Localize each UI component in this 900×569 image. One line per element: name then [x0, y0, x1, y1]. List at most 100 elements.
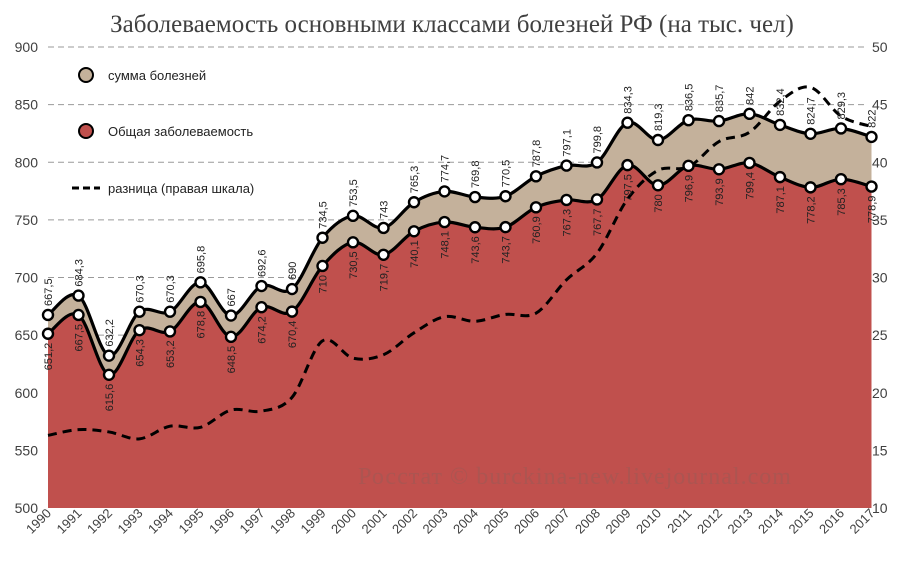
- point-total-2013: [743, 156, 756, 170]
- line-diff: [47, 85, 872, 441]
- y-left-tick-800: 800: [15, 154, 39, 170]
- label-total-2001: 719,7: [379, 264, 391, 292]
- legend: сумма болезней Общая заболеваемость разн…: [72, 67, 254, 196]
- point-sum-2001: [377, 221, 390, 235]
- y-right-tick-15: 15: [872, 442, 888, 458]
- label-sum-2001: 743: [379, 201, 391, 219]
- x-tick-2016: 2016: [816, 506, 847, 537]
- watermark: Росстат © burckina-new.livejournal.com: [358, 464, 792, 490]
- point-sum-2007: [560, 159, 573, 172]
- label-sum-2003: 774,7: [440, 155, 452, 183]
- point-sum-2004: [468, 190, 482, 204]
- point-total-2014: [773, 170, 787, 184]
- label-total-2010: 780: [653, 194, 665, 212]
- x-tick-1992: 1992: [84, 506, 115, 537]
- x-tick-2002: 2002: [389, 506, 420, 537]
- point-total-2003: [438, 215, 451, 229]
- point-total-1992: [102, 368, 116, 381]
- label-sum-1997: 692,6: [257, 249, 269, 277]
- point-total-2006: [529, 201, 543, 214]
- label-sum-2002: 765,3: [409, 166, 421, 194]
- label-sum-1991: 684,3: [74, 259, 86, 287]
- legend-label-sum: сумма болезней: [108, 68, 206, 83]
- series-markers: [41, 107, 878, 381]
- point-total-2005: [499, 220, 512, 234]
- point-sum-2010: [651, 133, 665, 147]
- label-total-2002: 740,1: [409, 240, 421, 268]
- y-left-tick-650: 650: [15, 327, 39, 343]
- y-left-tick-750: 750: [15, 212, 39, 228]
- label-total-2007: 767,3: [562, 209, 574, 237]
- y-right-tick-10: 10: [872, 500, 888, 516]
- label-total-2003: 748,1: [440, 231, 452, 259]
- y-left-tick-550: 550: [15, 442, 39, 458]
- y-left-tick-600: 600: [15, 385, 39, 401]
- label-sum-2011: 836,5: [684, 84, 696, 112]
- point-total-2016: [834, 172, 848, 186]
- point-total-2008: [590, 193, 604, 206]
- label-sum-2007: 797,1: [562, 129, 574, 157]
- point-sum-1995: [194, 276, 207, 289]
- x-tick-2010: 2010: [633, 506, 664, 537]
- y-right-tick-20: 20: [872, 385, 888, 401]
- label-total-1992: 615,6: [104, 384, 116, 412]
- point-sum-2013: [743, 107, 756, 121]
- x-tick-1991: 1991: [54, 506, 85, 537]
- point-total-1997: [255, 301, 268, 314]
- point-sum-2014: [773, 118, 787, 132]
- label-sum-1995: 695,8: [196, 246, 208, 274]
- label-sum-2017: 822: [867, 110, 879, 128]
- label-total-2015: 778,2: [806, 196, 818, 224]
- x-tick-1993: 1993: [115, 506, 146, 537]
- label-sum-2004: 769,8: [470, 161, 482, 189]
- point-total-1996: [224, 330, 238, 344]
- point-sum-1998: [285, 282, 299, 296]
- point-sum-2002: [407, 196, 421, 209]
- label-sum-2013: 842: [745, 86, 757, 104]
- label-total-2004: 743,6: [470, 236, 482, 264]
- x-tick-2011: 2011: [664, 506, 694, 536]
- point-total-2012: [712, 163, 726, 176]
- y-right-tick-25: 25: [872, 327, 888, 343]
- label-total-2013: 799,4: [745, 172, 757, 200]
- point-total-2010: [651, 179, 665, 192]
- x-tick-2001: 2001: [359, 506, 390, 537]
- areas: [48, 113, 872, 509]
- point-sum-2009: [621, 116, 634, 129]
- label-total-1995: 678,8: [196, 311, 208, 339]
- x-tick-2014: 2014: [755, 506, 786, 537]
- x-tick-1999: 1999: [298, 506, 329, 537]
- x-tick-1996: 1996: [206, 506, 237, 537]
- point-sum-2006: [529, 170, 543, 183]
- point-total-2004: [468, 221, 482, 234]
- x-tick-2015: 2015: [786, 506, 817, 537]
- area-total: [48, 162, 872, 509]
- x-tick-2006: 2006: [511, 506, 542, 537]
- label-total-2008: 767,7: [592, 208, 604, 236]
- point-sum-2011: [682, 113, 695, 127]
- legend-swatch-total: [78, 123, 94, 139]
- point-total-1998: [285, 305, 299, 318]
- label-total-2005: 743,7: [501, 236, 513, 264]
- point-sum-1992: [102, 349, 116, 362]
- y-right-tick-40: 40: [872, 154, 888, 170]
- y-left-tick-900: 900: [15, 39, 39, 55]
- x-tick-2012: 2012: [694, 506, 725, 537]
- label-sum-2010: 819,3: [653, 103, 665, 131]
- label-total-1991: 667,5: [74, 324, 86, 352]
- point-sum-2008: [590, 156, 604, 169]
- label-total-1999: 710: [318, 275, 330, 293]
- y-left-tick-500: 500: [15, 500, 39, 516]
- point-total-2015: [804, 181, 817, 194]
- point-total-1993: [133, 323, 146, 337]
- label-sum-1994: 670,3: [165, 275, 177, 303]
- x-tick-2007: 2007: [542, 506, 573, 537]
- point-total-2017: [865, 180, 878, 193]
- label-sum-1992: 632,2: [104, 319, 116, 347]
- x-tick-1995: 1995: [176, 506, 207, 537]
- legend-label-total: Общая заболеваемость: [108, 124, 253, 139]
- line-total: [46, 161, 872, 377]
- label-total-1990: 651,2: [43, 343, 55, 371]
